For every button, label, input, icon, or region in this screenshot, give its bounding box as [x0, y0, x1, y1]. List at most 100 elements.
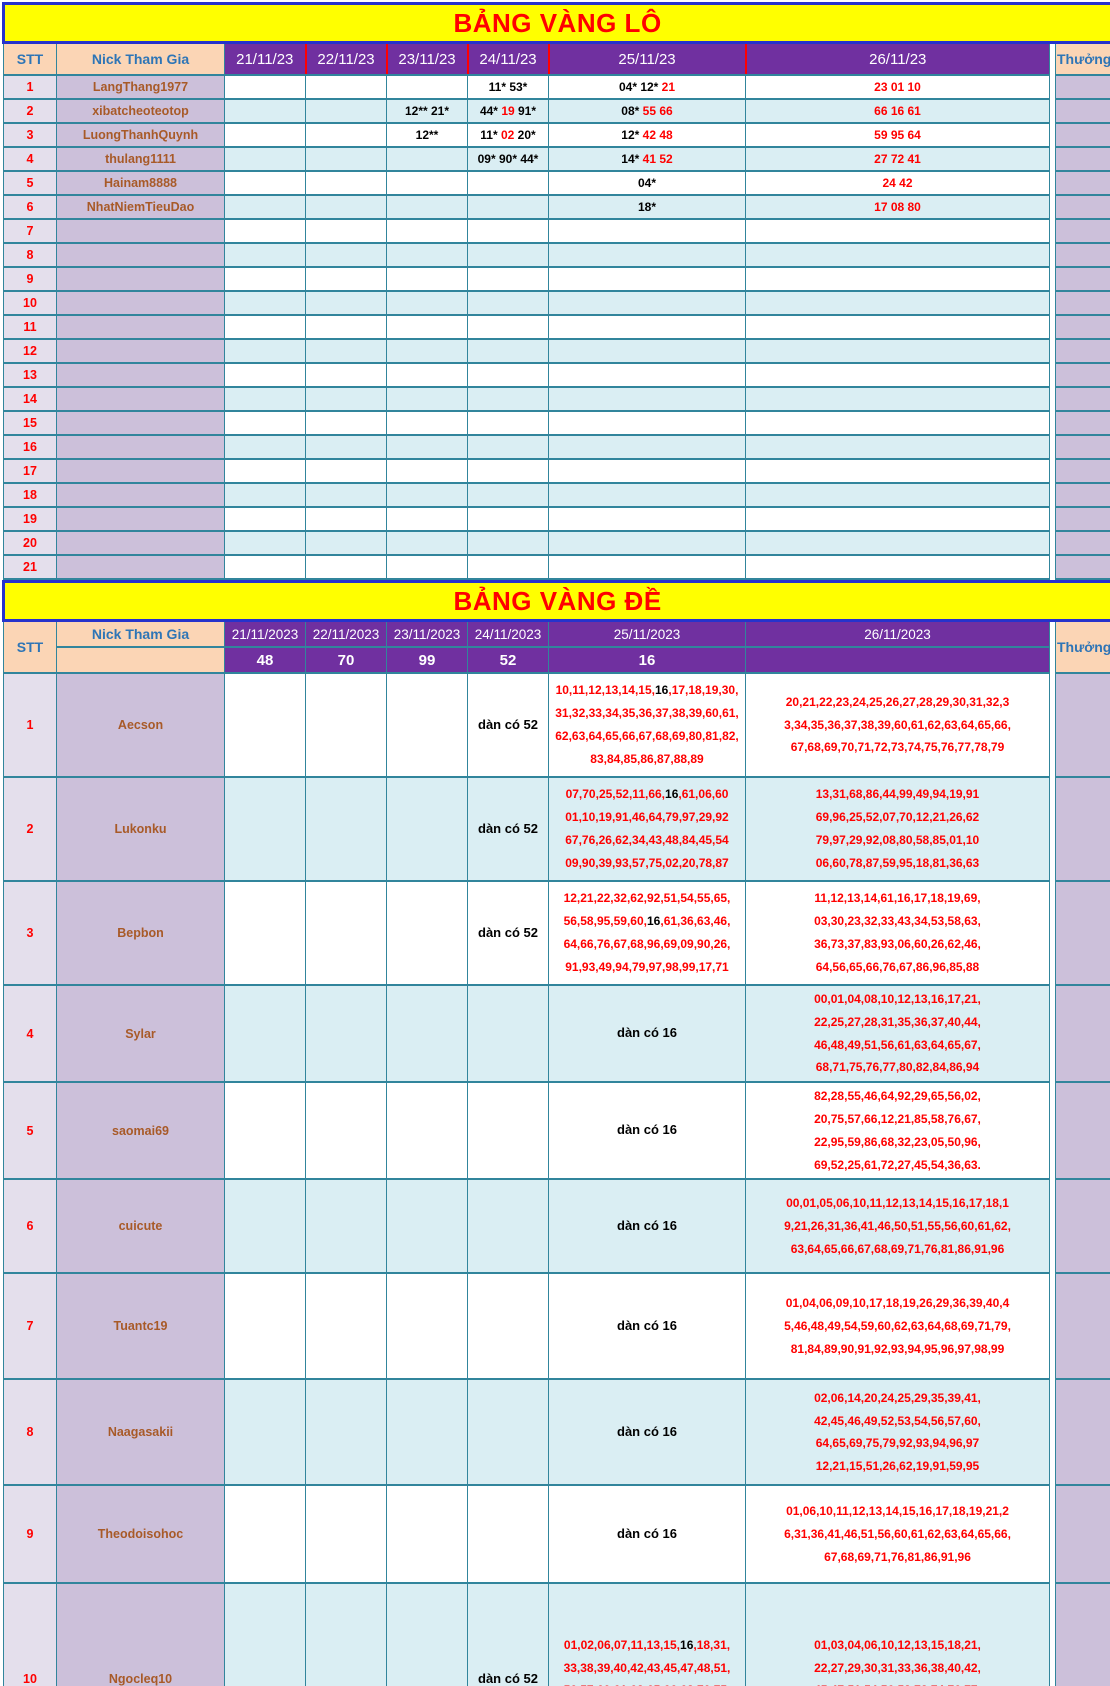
thuong-cell[interactable]: [1054, 266, 1110, 292]
thuong-cell[interactable]: [1054, 1081, 1110, 1181]
row-number-cell[interactable]: 1: [3, 672, 57, 778]
date-cell-4[interactable]: dàn có 52: [467, 776, 549, 882]
de-date-header-1[interactable]: 21/11/2023: [224, 619, 306, 648]
de-date-header-3[interactable]: 23/11/2023: [386, 619, 468, 648]
date-cell-2[interactable]: [305, 983, 387, 1084]
nick-cell[interactable]: Bepbon: [56, 880, 225, 986]
thuong-cell[interactable]: [1054, 386, 1110, 412]
date-cell-5[interactable]: dàn có 16: [548, 1378, 746, 1487]
date-cell-4[interactable]: [467, 242, 549, 268]
row-number-cell[interactable]: 8: [3, 242, 57, 268]
date-cell-2[interactable]: [305, 362, 387, 388]
date-cell-6[interactable]: 59 95 64: [745, 122, 1050, 148]
date-cell-2[interactable]: [305, 672, 387, 778]
date-cell-5[interactable]: [548, 554, 746, 580]
date-cell-5[interactable]: 12* 42 48: [548, 122, 746, 148]
row-number-cell[interactable]: 1: [3, 74, 57, 100]
date-cell-3[interactable]: [386, 434, 468, 460]
thuong-cell[interactable]: [1054, 672, 1110, 778]
date-cell-3[interactable]: [386, 672, 468, 778]
de-date-header-4[interactable]: 24/11/2023: [467, 619, 549, 648]
nick-cell[interactable]: [56, 362, 225, 388]
date-cell-5[interactable]: [548, 242, 746, 268]
date-cell-5[interactable]: dàn có 16: [548, 1178, 746, 1275]
date-cell-1[interactable]: [224, 434, 306, 460]
thuong-cell[interactable]: [1054, 1272, 1110, 1381]
date-cell-5[interactable]: dàn có 16: [548, 1272, 746, 1381]
row-number-cell[interactable]: 7: [3, 1272, 57, 1381]
date-cell-2[interactable]: [305, 170, 387, 196]
date-cell-5[interactable]: [548, 434, 746, 460]
date-cell-4[interactable]: [467, 1378, 549, 1487]
date-cell-5[interactable]: [548, 482, 746, 508]
date-cell-2[interactable]: [305, 506, 387, 532]
date-cell-3[interactable]: [386, 170, 468, 196]
nick-cell[interactable]: [56, 386, 225, 412]
thuong-cell[interactable]: [1054, 530, 1110, 556]
date-cell-4[interactable]: dàn có 52: [467, 1582, 549, 1686]
date-cell-1[interactable]: [224, 1378, 306, 1487]
row-number-cell[interactable]: 18: [3, 482, 57, 508]
date-cell-4[interactable]: [467, 338, 549, 364]
nick-cell[interactable]: [56, 434, 225, 460]
row-number-cell[interactable]: 7: [3, 218, 57, 244]
date-cell-1[interactable]: [224, 74, 306, 100]
date-cell-4[interactable]: [467, 410, 549, 436]
date-cell-4[interactable]: [467, 458, 549, 484]
date-cell-2[interactable]: [305, 122, 387, 148]
nick-cell[interactable]: Ngocleq10: [56, 1582, 225, 1686]
date-cell-4[interactable]: [467, 482, 549, 508]
de-date-value-2[interactable]: 70: [305, 646, 387, 674]
row-number-cell[interactable]: 17: [3, 458, 57, 484]
date-cell-3[interactable]: [386, 194, 468, 220]
thuong-cell[interactable]: [1054, 122, 1110, 148]
de-stt-header[interactable]: STT: [3, 619, 57, 674]
row-number-cell[interactable]: 5: [3, 170, 57, 196]
thuong-cell[interactable]: [1054, 776, 1110, 882]
de-nick-subheader[interactable]: [56, 646, 225, 674]
thuong-cell[interactable]: [1054, 1582, 1110, 1686]
row-number-cell[interactable]: 11: [3, 314, 57, 340]
de-date-value-5[interactable]: 16: [548, 646, 746, 674]
date-cell-5[interactable]: [548, 218, 746, 244]
date-cell-2[interactable]: [305, 410, 387, 436]
date-cell-6[interactable]: [745, 242, 1050, 268]
nick-cell[interactable]: Lukonku: [56, 776, 225, 882]
date-cell-6[interactable]: 13,31,68,86,44,99,49,94,19,91 69,96,25,5…: [745, 776, 1050, 882]
date-cell-4[interactable]: 11* 02 20*: [467, 122, 549, 148]
date-cell-6[interactable]: 11,12,13,14,61,16,17,18,19,69, 03,30,23,…: [745, 880, 1050, 986]
nick-cell[interactable]: [56, 530, 225, 556]
date-cell-4[interactable]: 09* 90* 44*: [467, 146, 549, 172]
date-cell-3[interactable]: [386, 983, 468, 1084]
date-cell-4[interactable]: 44* 19 91*: [467, 98, 549, 124]
thuong-cell[interactable]: [1054, 410, 1110, 436]
date-cell-3[interactable]: [386, 266, 468, 292]
date-cell-1[interactable]: [224, 482, 306, 508]
nick-cell[interactable]: LangThang1977: [56, 74, 225, 100]
date-cell-1[interactable]: [224, 880, 306, 986]
date-cell-1[interactable]: [224, 506, 306, 532]
date-cell-6[interactable]: 02,06,14,20,24,25,29,35,39,41, 42,45,46,…: [745, 1378, 1050, 1487]
date-cell-2[interactable]: [305, 1582, 387, 1686]
date-cell-4[interactable]: dàn có 52: [467, 880, 549, 986]
row-number-cell[interactable]: 3: [3, 122, 57, 148]
date-cell-5[interactable]: 01,02,06,07,11,13,15,16,18,31, 33,38,39,…: [548, 1582, 746, 1686]
date-cell-5[interactable]: 18*: [548, 194, 746, 220]
lo-date-header-4[interactable]: 24/11/23: [466, 41, 549, 76]
row-number-cell[interactable]: 2: [3, 98, 57, 124]
nick-cell[interactable]: LuongThanhQuynh: [56, 122, 225, 148]
date-cell-6[interactable]: [745, 434, 1050, 460]
date-cell-2[interactable]: [305, 146, 387, 172]
date-cell-1[interactable]: [224, 314, 306, 340]
date-cell-2[interactable]: [305, 458, 387, 484]
date-cell-5[interactable]: 07,70,25,52,11,66,16,61,06,60 01,10,19,9…: [548, 776, 746, 882]
date-cell-3[interactable]: [386, 338, 468, 364]
nick-cell[interactable]: [56, 242, 225, 268]
thuong-cell[interactable]: [1054, 170, 1110, 196]
date-cell-1[interactable]: [224, 218, 306, 244]
date-cell-4[interactable]: [467, 1272, 549, 1381]
date-cell-6[interactable]: [745, 506, 1050, 532]
date-cell-5[interactable]: dàn có 16: [548, 1484, 746, 1585]
date-cell-6[interactable]: 20,21,22,23,24,25,26,27,28,29,30,31,32,3…: [745, 672, 1050, 778]
date-cell-3[interactable]: [386, 386, 468, 412]
